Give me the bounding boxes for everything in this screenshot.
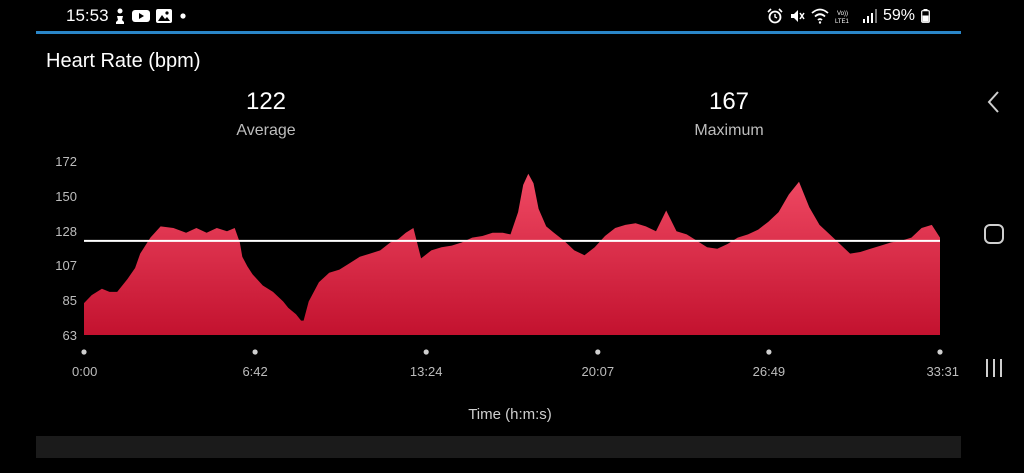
x-tick-dot: [252, 349, 258, 355]
x-tick-dot: [423, 349, 429, 355]
x-tick-label: 33:31: [926, 364, 959, 379]
y-tick-label: 128: [55, 224, 77, 239]
back-icon: [987, 91, 999, 113]
svg-text:LTE1: LTE1: [835, 19, 850, 24]
svg-text:Vo)): Vo)): [837, 11, 848, 17]
bottom-bar: [36, 436, 961, 458]
x-axis-title: Time (h:m:s): [468, 406, 552, 423]
y-tick-label: 172: [55, 154, 77, 169]
maximum-value: 167: [708, 88, 750, 115]
recents-icon: [986, 359, 1002, 377]
average-value: 122: [245, 88, 287, 115]
status-bar: 15:53 Vo)) LTE1 59%: [0, 0, 1024, 32]
x-tick-label: 26:49: [753, 364, 786, 379]
x-tick-label: 13:24: [410, 364, 443, 379]
navigation-bar: [964, 0, 1024, 473]
home-button[interactable]: [978, 218, 1010, 250]
volte-icon: Vo)) LTE1: [835, 11, 850, 24]
status-time: 15:53: [66, 6, 109, 25]
status-icons-left: [114, 7, 188, 25]
alarm-icon: [767, 8, 783, 24]
maximum-label: Maximum: [694, 122, 764, 139]
x-tick-label: 20:07: [582, 364, 615, 379]
youtube-icon: [132, 10, 150, 22]
y-tick-label: 85: [63, 293, 77, 308]
x-tick-dot: [937, 349, 943, 355]
dot-icon: [180, 13, 186, 19]
recents-button[interactable]: [978, 352, 1010, 384]
x-tick-dot: [766, 349, 772, 355]
x-tick-label: 0:00: [72, 364, 97, 379]
heart-rate-area: [84, 173, 940, 335]
x-tick-label: 6:42: [242, 364, 267, 379]
wifi-icon: [811, 8, 829, 24]
mute-icon: [790, 10, 805, 22]
battery-icon: [921, 9, 930, 23]
panel-title: Heart Rate (bpm): [46, 50, 201, 72]
average-label: Average: [236, 122, 296, 139]
battery-percent: 59%: [882, 7, 915, 24]
chess-pawn-icon: [116, 8, 124, 24]
image-icon: [156, 9, 172, 23]
y-tick-label: 150: [55, 189, 77, 204]
status-icons-right: Vo)) LTE1 59%: [767, 6, 930, 26]
back-button[interactable]: [978, 86, 1010, 118]
x-tick-dot: [81, 349, 87, 355]
accent-line: [36, 31, 961, 34]
x-tick-dot: [595, 349, 601, 355]
y-tick-label: 107: [55, 258, 77, 273]
signal-icon: [862, 9, 877, 23]
home-icon: [984, 224, 1004, 244]
y-tick-label: 63: [63, 328, 77, 343]
